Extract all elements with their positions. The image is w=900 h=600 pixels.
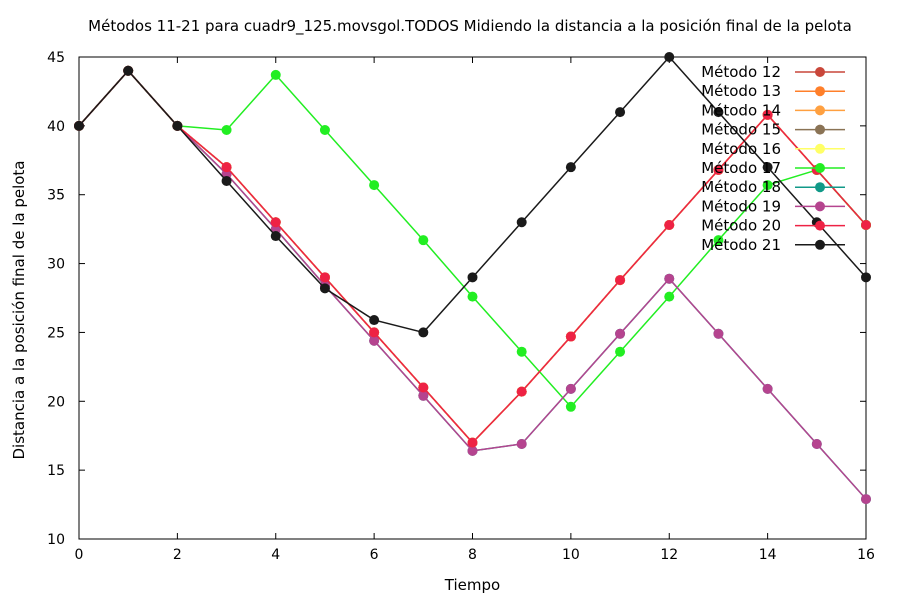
data-point xyxy=(615,275,626,286)
data-point xyxy=(615,346,626,357)
legend-entry-label: Método 21 xyxy=(701,236,781,254)
data-point xyxy=(270,224,281,235)
legend-swatch-point xyxy=(815,86,825,97)
chart-title: Métodos 11-21 para cuadr9_125.movsgol.TO… xyxy=(88,17,852,35)
data-point xyxy=(861,272,871,283)
x-axis-label: Tiempo xyxy=(444,576,501,594)
x-tick-label: 14 xyxy=(759,547,777,563)
data-point xyxy=(861,220,871,231)
data-point xyxy=(565,162,576,173)
data-point xyxy=(664,291,675,302)
data-point xyxy=(319,283,330,294)
data-point xyxy=(467,445,478,456)
legend-entry-label: Método 14 xyxy=(701,101,781,119)
data-point xyxy=(762,180,773,191)
data-point xyxy=(664,52,675,62)
legend-entry-label: Método 13 xyxy=(701,82,781,100)
data-point xyxy=(74,120,84,131)
data-point xyxy=(516,386,527,397)
legend-swatch-point xyxy=(815,201,825,212)
data-point xyxy=(221,169,232,180)
data-point xyxy=(221,162,232,173)
data-point xyxy=(713,328,724,339)
data-point xyxy=(418,327,429,338)
data-point xyxy=(762,383,773,394)
y-tick-label: 30 xyxy=(47,257,65,273)
data-point xyxy=(664,273,675,284)
x-tick-label: 2 xyxy=(173,547,182,563)
data-point xyxy=(319,272,330,283)
data-point xyxy=(713,107,724,118)
legend-entry-label: Método 15 xyxy=(701,121,781,139)
x-tick-label: 0 xyxy=(75,547,84,563)
x-tick-label: 16 xyxy=(857,547,875,563)
data-point xyxy=(172,120,183,131)
legend-entry-label: Método 17 xyxy=(701,159,781,177)
data-point xyxy=(418,390,429,401)
data-point xyxy=(615,328,626,339)
legend-entry-label: Método 19 xyxy=(701,197,781,215)
data-point xyxy=(319,124,330,135)
legend-entry-label: Método 18 xyxy=(701,178,781,196)
legend-swatch-point xyxy=(815,220,825,231)
y-tick-label: 10 xyxy=(47,532,65,548)
data-point xyxy=(418,235,429,246)
data-point xyxy=(565,401,576,412)
x-tick-label: 6 xyxy=(370,547,379,563)
y-tick-label: 35 xyxy=(47,188,65,204)
legend-swatch-point xyxy=(815,124,825,135)
legend-swatch-point xyxy=(815,182,825,193)
data-point xyxy=(565,383,576,394)
data-point xyxy=(369,335,380,346)
data-point xyxy=(369,315,380,326)
legend-swatch-point xyxy=(815,67,825,77)
legend-swatch-point xyxy=(815,163,825,173)
y-axis-label: Distancia a la posición final de la pelo… xyxy=(10,160,28,460)
x-tick-label: 12 xyxy=(660,547,678,563)
data-point xyxy=(762,162,773,173)
data-point xyxy=(270,231,281,242)
y-tick-label: 25 xyxy=(47,325,65,341)
y-tick-label: 40 xyxy=(47,119,65,135)
legend-entry-label: Método 12 xyxy=(701,63,781,81)
data-point xyxy=(664,220,675,231)
data-point xyxy=(270,217,281,228)
data-point xyxy=(615,107,626,118)
data-point xyxy=(516,438,527,449)
legend-entry-label: Método 16 xyxy=(701,140,781,158)
data-point xyxy=(467,272,478,283)
data-point xyxy=(369,180,380,191)
y-tick-label: 45 xyxy=(47,50,65,66)
data-point xyxy=(516,217,527,228)
y-tick-label: 20 xyxy=(47,394,65,410)
data-point xyxy=(221,175,232,186)
legend-swatch-point xyxy=(815,239,825,250)
data-point xyxy=(762,109,773,120)
x-tick-label: 10 xyxy=(562,547,580,563)
x-tick-label: 4 xyxy=(271,547,280,563)
legend-entry-label: Método 20 xyxy=(701,217,781,235)
data-point xyxy=(467,437,478,448)
data-point xyxy=(221,124,232,135)
data-point xyxy=(713,164,724,175)
y-tick-label: 15 xyxy=(47,463,65,479)
data-point xyxy=(516,346,527,357)
data-point xyxy=(418,382,429,393)
legend-swatch-point xyxy=(815,143,825,154)
data-point xyxy=(713,235,724,246)
data-point xyxy=(270,69,281,80)
data-point xyxy=(861,494,871,505)
legend-swatch-point xyxy=(815,105,825,116)
data-point xyxy=(467,291,478,302)
data-point xyxy=(369,327,380,338)
data-point xyxy=(811,438,822,449)
data-point xyxy=(123,65,134,76)
data-point xyxy=(565,331,576,342)
x-tick-label: 8 xyxy=(468,547,477,563)
